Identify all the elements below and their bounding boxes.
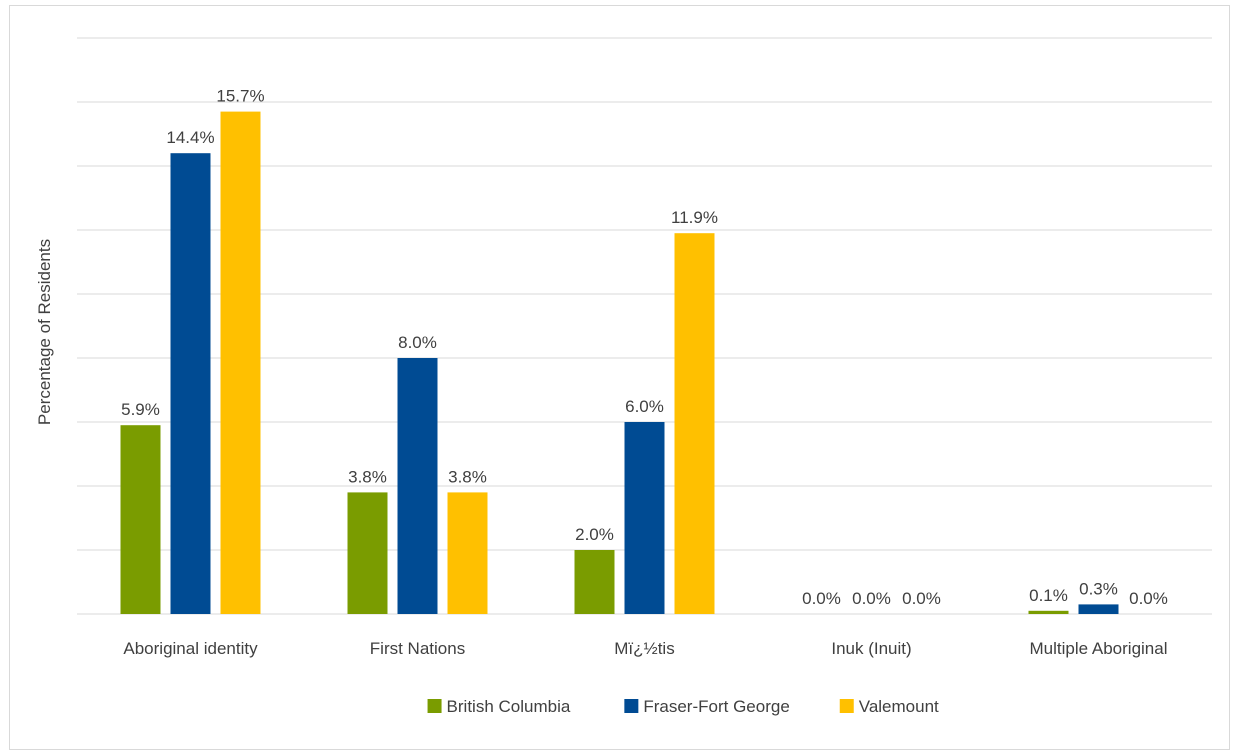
category-label: First Nations [370, 639, 465, 658]
data-labels: 5.9% 14.4% 15.7% 3.8% 8.0% 3.8% 2.0% 6.0% 11.9% 0… [121, 87, 1168, 608]
data-label: 0.0% [902, 589, 941, 608]
data-label: 0.0% [802, 589, 841, 608]
bar [347, 492, 388, 614]
data-label: 0.0% [1129, 589, 1168, 608]
gridlines [77, 37, 1212, 615]
chart-frame: 5.9% 14.4% 15.7% 3.8% 8.0% 3.8% 2.0% 6.0% 11.9% 0… [9, 5, 1230, 750]
legend-label: Valemount [859, 697, 939, 716]
bar [397, 358, 438, 614]
data-label: 11.9% [671, 208, 718, 227]
legend-swatch [624, 699, 639, 713]
data-label: 0.0% [852, 589, 891, 608]
category-labels: Aboriginal identity First Nations Mï¿½tis I… [123, 639, 1167, 658]
data-label: 3.8% [448, 467, 487, 486]
category-label: Inuk (Inuit) [831, 639, 911, 658]
bar [1028, 610, 1069, 614]
bars [120, 111, 1119, 614]
legend-swatch [427, 699, 442, 713]
bar [170, 153, 211, 614]
data-label: 0.1% [1029, 586, 1068, 605]
data-label: 8.0% [398, 333, 437, 352]
bar [120, 425, 161, 614]
bar [674, 233, 715, 614]
legend: British Columbia Fraser-Fort George Valemo… [427, 697, 939, 716]
data-label: 2.0% [575, 525, 614, 544]
y-axis-title: Percentage of Residents [35, 239, 54, 425]
data-label: 3.8% [348, 467, 387, 486]
legend-label: British Columbia [447, 697, 571, 716]
category-label: Aboriginal identity [123, 639, 258, 658]
bar [220, 111, 261, 614]
legend-label: Fraser-Fort George [643, 697, 789, 716]
bar-chart: 5.9% 14.4% 15.7% 3.8% 8.0% 3.8% 2.0% 6.0% 11.9% 0… [35, 37, 1212, 716]
data-label: 15.7% [216, 87, 264, 106]
data-label: 0.3% [1079, 579, 1118, 598]
data-label: 6.0% [625, 397, 664, 416]
bar [624, 422, 665, 614]
legend-swatch [839, 699, 854, 713]
category-label: Mï¿½tis [614, 639, 674, 658]
category-label: Multiple Aboriginal [1030, 639, 1168, 658]
data-label: 14.4% [166, 128, 214, 147]
bar [574, 550, 615, 614]
data-label: 5.9% [121, 400, 160, 419]
bar [1078, 604, 1119, 614]
bar [447, 492, 488, 614]
